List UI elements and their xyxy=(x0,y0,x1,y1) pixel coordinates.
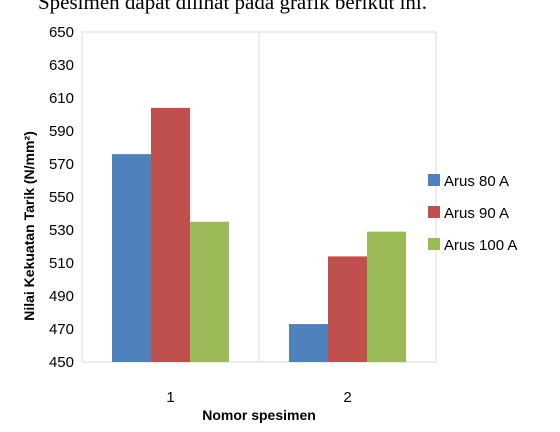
y-tick-label: 650 xyxy=(49,24,74,41)
legend-swatch xyxy=(428,206,440,218)
legend-label: Arus 80 A xyxy=(444,173,509,190)
y-tick-label: 570 xyxy=(49,156,74,173)
bar-arus-100-a-cat-1 xyxy=(190,221,229,362)
bar-arus-90-a-cat-2 xyxy=(328,256,367,362)
y-tick-label: 590 xyxy=(49,123,74,140)
x-axis-label: Nomor spesimen xyxy=(202,407,316,423)
legend-swatch xyxy=(428,238,440,250)
y-tick-label: 450 xyxy=(49,354,74,371)
y-axis-ticks: 450 470 490 510 530 550 570 590 610 630 650 xyxy=(49,24,74,371)
y-tick-label: 610 xyxy=(49,90,74,107)
caption-text: Spesimen dapat dilihat pada grafik berik… xyxy=(38,0,427,14)
legend-swatch xyxy=(428,174,440,186)
y-tick-label: 550 xyxy=(49,189,74,206)
bar-arus-80-a-cat-1 xyxy=(112,154,151,362)
legend: Arus 80 A Arus 90 A Arus 100 A xyxy=(428,173,517,254)
bar-arus-100-a-cat-2 xyxy=(367,231,406,362)
legend-label: Arus 100 A xyxy=(444,237,517,254)
bar-arus-80-a-cat-2 xyxy=(289,324,328,362)
y-tick-label: 490 xyxy=(49,288,74,305)
y-axis-label: Nilai Kekuatan Tarik (N/mm²) xyxy=(21,131,37,321)
x-tick-label: 2 xyxy=(343,389,351,406)
y-tick-label: 510 xyxy=(49,255,74,272)
bar-arus-90-a-cat-1 xyxy=(151,107,190,363)
y-tick-label: 530 xyxy=(49,222,74,239)
y-tick-label: 630 xyxy=(49,57,74,74)
x-tick-label: 1 xyxy=(166,389,174,406)
bars xyxy=(112,107,406,363)
legend-label: Arus 90 A xyxy=(444,205,509,222)
y-tick-label: 470 xyxy=(49,321,74,338)
